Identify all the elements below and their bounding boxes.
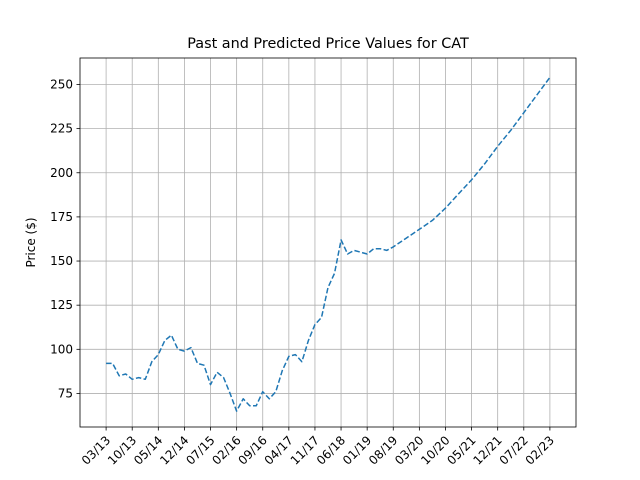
y-tick-label: 150 <box>50 254 73 268</box>
y-tick-label: 225 <box>50 122 73 136</box>
y-tick-label: 175 <box>50 210 73 224</box>
y-tick-label: 250 <box>50 77 73 91</box>
price-series-line <box>106 76 551 412</box>
y-tick-label: 100 <box>50 342 73 356</box>
y-tick-label: 200 <box>50 166 73 180</box>
y-tick-label: 75 <box>58 386 73 400</box>
plot-frame <box>79 57 577 428</box>
chart-title: Past and Predicted Price Values for CAT <box>187 36 469 52</box>
grid <box>80 58 576 427</box>
y-axis-title: Price ($) <box>24 217 38 267</box>
series-layer <box>106 76 551 412</box>
y-tick-label: 125 <box>50 298 73 312</box>
